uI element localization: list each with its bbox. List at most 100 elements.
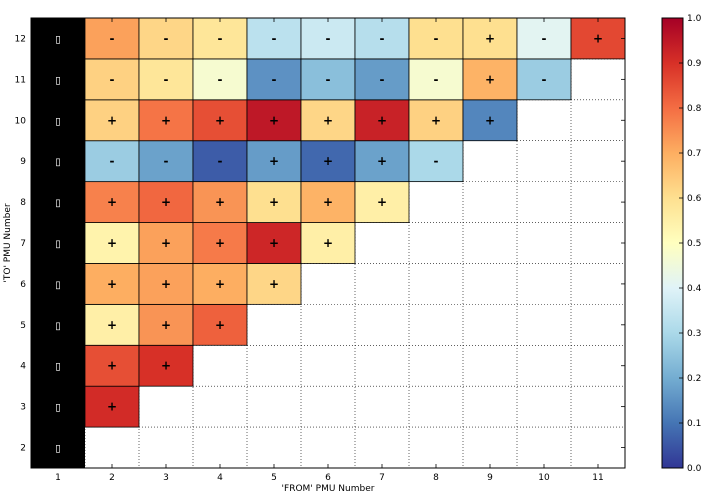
heatmap-cell: [192, 140, 248, 183]
cell-sign-label: -: [326, 31, 331, 45]
cell-sign-label: -: [110, 154, 115, 168]
heatmap-cell: [84, 181, 140, 223]
cell-sign-label: +: [107, 113, 117, 127]
x-tick-label: 3: [163, 473, 169, 483]
colorbar-tick-label: 0.3: [687, 329, 701, 339]
heatmap-cell: [192, 181, 248, 223]
cell-sign-label: +: [377, 154, 387, 168]
heatmap-cell: [84, 99, 140, 142]
heatmap-cell: [246, 263, 302, 305]
heatmap-cell: [246, 58, 302, 101]
heatmap-cell: [84, 17, 140, 60]
cell-sign-label: -: [218, 154, 223, 168]
cells: + + + + + + + + + + + + + + + + + + + + + - - - + + + - + + + + + + + + - - - -…: [84, 17, 626, 428]
colorbar-tick-label: 0.4: [687, 284, 702, 294]
y-tick-label: 2: [20, 444, 26, 454]
heatmap-cell: [246, 222, 302, 264]
cell-sign-label: -: [542, 31, 547, 45]
heatmap-cell: [192, 17, 248, 60]
cell-sign-label: +: [323, 113, 333, 127]
heatmap-cell: [408, 99, 464, 142]
cell-sign-label: -: [380, 72, 385, 86]
cell-sign-label: +: [215, 113, 225, 127]
cell-sign-label: +: [107, 318, 117, 332]
cell-sign-label: -: [326, 72, 331, 86]
heatmap-cell: [138, 303, 194, 346]
cell-sign-label: +: [215, 195, 225, 209]
heatmap-cell: [84, 222, 140, 264]
cell-sign-label: +: [485, 113, 495, 127]
y-tick-label: 10: [15, 116, 27, 126]
cell-sign-label: -: [110, 72, 115, 86]
first-column-marker: ▯: [55, 239, 61, 250]
cell-sign-label: -: [434, 72, 439, 86]
cell-sign-label: +: [323, 154, 333, 168]
heatmap-cell: [300, 222, 356, 264]
heatmap-cell: [408, 17, 464, 60]
cell-sign-label: +: [323, 236, 333, 250]
heatmap-cell: [138, 344, 194, 387]
heatmap-cell: [300, 99, 356, 142]
cell-sign-label: +: [161, 113, 171, 127]
first-column: ▯ ▯ ▯ ▯ ▯ ▯ ▯ ▯ ▯ ▯ ▯: [31, 18, 85, 468]
cell-sign-label: +: [269, 236, 279, 250]
cell-sign-label: -: [164, 72, 169, 86]
cell-sign-label: -: [542, 72, 547, 86]
cell-sign-label: +: [107, 400, 117, 414]
cell-sign-label: -: [272, 31, 277, 45]
y-tick-label: 5: [20, 321, 26, 331]
cell-sign-label: -: [164, 31, 169, 45]
heatmap-cell: [84, 263, 140, 305]
y-tick-label: 4: [20, 362, 26, 372]
heatmap-cell: [354, 140, 410, 183]
cell-sign-label: +: [269, 113, 279, 127]
cell-sign-label: -: [272, 72, 277, 86]
y-tick-label: 12: [15, 34, 26, 44]
first-column-marker: ▯: [55, 362, 61, 373]
first-column-block: [31, 18, 85, 468]
heatmap-cell: [138, 263, 194, 305]
cell-sign-label: +: [377, 195, 387, 209]
cell-sign-label: +: [593, 31, 603, 45]
heatmap-cell: [300, 17, 356, 60]
y-tick-label: 7: [20, 239, 26, 249]
cell-sign-label: -: [218, 72, 223, 86]
cell-sign-label: +: [377, 113, 387, 127]
heatmap-cell: [84, 344, 140, 387]
heatmap-cell: [192, 99, 248, 142]
heatmap-cell: [192, 263, 248, 305]
colorbar-ticks: 0.0 0.1 0.2 0.3 0.4 0.5 0.6 0.7 0.8 0.9 1.0: [679, 14, 702, 474]
heatmap-cell: [408, 140, 464, 183]
y-tick-label: 8: [20, 198, 26, 208]
cell-sign-label: +: [215, 318, 225, 332]
colorbar-tick-label: 0.9: [687, 59, 702, 69]
cell-sign-label: +: [431, 113, 441, 127]
cell-sign-label: +: [215, 277, 225, 291]
first-column-marker: ▯: [55, 403, 61, 414]
heatmap-cell: [192, 58, 248, 101]
heatmap-cell: [138, 222, 194, 264]
x-tick-label: 11: [592, 473, 603, 483]
heatmap-cell: [300, 58, 356, 101]
colorbar-tick-label: 0.8: [687, 104, 702, 114]
x-tick-label: 1: [55, 473, 61, 483]
cell-sign-label: -: [380, 31, 385, 45]
cell-sign-label: +: [161, 318, 171, 332]
first-column-marker: ▯: [55, 321, 61, 332]
x-tick-label: 2: [109, 473, 115, 483]
cell-sign-label: +: [269, 195, 279, 209]
heatmap-cell: [192, 303, 248, 346]
x-tick-label: 9: [487, 473, 493, 483]
heatmap-cell: [354, 17, 410, 60]
colorbar-tick-label: 0.5: [687, 239, 701, 249]
x-tick-label: 5: [271, 473, 277, 483]
cell-sign-label: -: [434, 154, 439, 168]
cell-sign-label: +: [161, 195, 171, 209]
heatmap-cell: [84, 140, 140, 183]
cell-sign-label: +: [269, 277, 279, 291]
y-tick-label: 11: [15, 75, 26, 85]
heatmap-cell: [462, 58, 518, 101]
first-column-marker: ▯: [55, 75, 61, 86]
